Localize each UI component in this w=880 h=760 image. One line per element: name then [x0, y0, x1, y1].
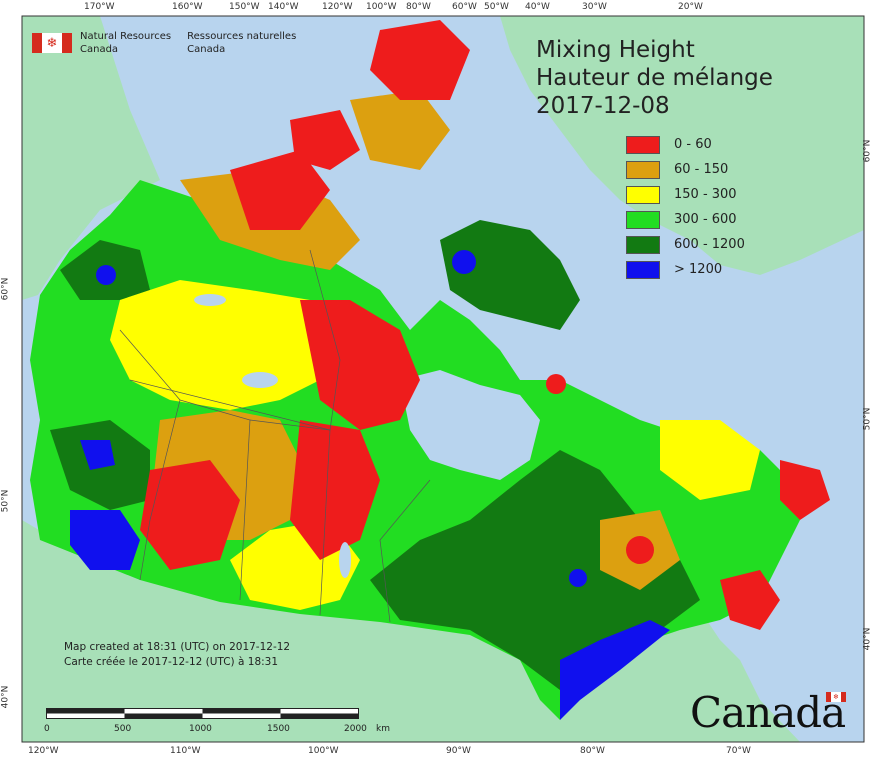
legend: 0 - 60 60 - 150 150 - 300 300 - 600 600 … [626, 132, 745, 282]
zone-ellesmere-red [370, 20, 470, 100]
org-name-en: Natural Resources Canada [80, 30, 171, 56]
legend-label: 0 - 60 [674, 137, 712, 152]
zone-nunavut-red [300, 300, 420, 430]
canada-flag-icon: ❄ [32, 33, 72, 53]
credits-en: Map created at 18:31 (UTC) on 2017-12-12 [64, 641, 291, 653]
zone-bc-blue [70, 510, 140, 570]
legend-label: > 1200 [674, 262, 723, 277]
credits-fr: Carte créée le 2017-12-12 (UTC) à 18:31 [64, 656, 279, 668]
scale-tick: 500 [114, 724, 132, 734]
org-name-fr-line2: Canada [187, 44, 226, 55]
legend-swatch [626, 135, 660, 154]
grat-top-label: 30°W [582, 2, 607, 12]
wordmark-flag-icon: ❄ [826, 692, 846, 702]
legend-swatch [626, 160, 660, 179]
grat-top-label: 100°W [366, 2, 397, 12]
zone-baffin-red-spot [546, 374, 566, 394]
scale-tick: 1500 [267, 724, 290, 734]
legend-item: 600 - 1200 [626, 232, 745, 257]
zone-north-quebec-darkgreen [440, 220, 580, 330]
legend-item: 0 - 60 [626, 132, 745, 157]
zone-great-lakes-blue [560, 620, 670, 720]
alaska [22, 16, 160, 300]
grat-top-label: 20°W [678, 2, 703, 12]
legend-item: > 1200 [626, 257, 745, 282]
scale-unit: km [376, 724, 390, 734]
grat-top-label: 170°W [84, 2, 115, 12]
legend-item: 60 - 150 [626, 157, 745, 182]
map-title-block: Mixing Height Hauteur de mélange 2017-12… [536, 36, 773, 120]
grat-top-label: 40°W [525, 2, 550, 12]
zone-east-darkgreen [370, 450, 700, 690]
great-slave-lake [242, 372, 278, 388]
provincial-boundaries [119, 249, 431, 623]
united-states [22, 520, 800, 742]
zone-newfoundland-red [780, 460, 830, 520]
org-name-fr: Ressources naturelles Canada [187, 30, 296, 56]
scale-bar: 0 500 1000 1500 2000 km [44, 705, 406, 736]
org-name-fr-line1: Ressources naturelles [187, 31, 297, 42]
grat-top-label: 120°W [322, 2, 353, 12]
hudson-bay [400, 370, 540, 480]
grat-top-label: 140°W [268, 2, 299, 12]
legend-label: 60 - 150 [674, 162, 729, 177]
grat-right-label: 50°N [862, 407, 873, 431]
great-bear-lake [194, 294, 226, 306]
scale-bar-graphic [46, 708, 359, 719]
grat-bottom-label: 100°W [308, 746, 339, 756]
zone-quebec-red-spot [626, 536, 654, 564]
legend-swatch [626, 260, 660, 279]
zone-ontario-blue-spot [569, 569, 587, 587]
lake-winnipeg [339, 542, 351, 578]
zone-arctic-red [230, 150, 330, 230]
grat-right-label: 60°N [862, 139, 873, 163]
legend-swatch [626, 235, 660, 254]
scale-tick: 1000 [189, 724, 212, 734]
map-title-en: Mixing Height [536, 37, 695, 63]
grat-left-label: 60°N [0, 277, 11, 301]
grat-top-label: 50°W [484, 2, 509, 12]
zone-maritimes-red [720, 570, 780, 630]
grat-top-label: 60°W [452, 2, 477, 12]
zone-bc-blue-2 [80, 440, 115, 470]
grat-bottom-label: 110°W [170, 746, 201, 756]
legend-label: 150 - 300 [674, 187, 737, 202]
organization-block: ❄ Natural Resources Canada Ressources na… [32, 30, 296, 56]
legend-label: 300 - 600 [674, 212, 737, 227]
grat-bottom-label: 90°W [446, 746, 471, 756]
zone-labrador-yellow [660, 420, 760, 500]
grat-top-label: 80°W [406, 2, 431, 12]
greenland [500, 16, 864, 275]
grat-bottom-label: 70°W [726, 746, 751, 756]
canada-wordmark: Canada [690, 688, 846, 737]
legend-swatch [626, 210, 660, 229]
org-name-en-line1: Natural Resources [80, 31, 172, 42]
zone-yukon-blue-spot [96, 265, 116, 285]
legend-swatch [626, 185, 660, 204]
zone-island-red [290, 110, 360, 170]
credits-block: Map created at 18:31 (UTC) on 2017-12-12… [64, 640, 290, 670]
zone-ellesmere-orange [350, 90, 450, 170]
scale-tick: 0 [44, 724, 50, 734]
map-date: 2017-12-08 [536, 93, 670, 119]
grat-left-label: 40°N [0, 685, 11, 709]
map-title-fr: Hauteur de mélange [536, 65, 773, 91]
zone-manitoba-red [290, 420, 380, 560]
grat-bottom-label: 80°W [580, 746, 605, 756]
scale-tick: 2000 [344, 724, 367, 734]
legend-label: 600 - 1200 [674, 237, 745, 252]
zone-alberta-red [140, 460, 240, 570]
grat-bottom-label: 120°W [28, 746, 59, 756]
org-name-en-line2: Canada [80, 44, 119, 55]
grat-right-label: 40°N [862, 627, 873, 651]
legend-item: 300 - 600 [626, 207, 745, 232]
map-frame [21, 15, 865, 743]
zone-baffin-blue-spot [452, 250, 476, 274]
grat-top-label: 160°W [172, 2, 203, 12]
grat-top-label: 150°W [229, 2, 260, 12]
grat-left-label: 50°N [0, 489, 11, 513]
legend-item: 150 - 300 [626, 182, 745, 207]
